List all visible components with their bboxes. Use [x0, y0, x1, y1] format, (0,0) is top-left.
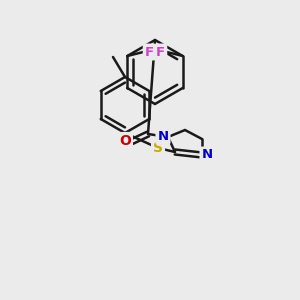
Text: F: F	[156, 46, 165, 59]
Text: S: S	[153, 141, 163, 155]
Text: F: F	[145, 46, 154, 59]
Text: N: N	[201, 148, 213, 161]
Text: N: N	[158, 130, 169, 142]
Text: O: O	[119, 134, 131, 148]
